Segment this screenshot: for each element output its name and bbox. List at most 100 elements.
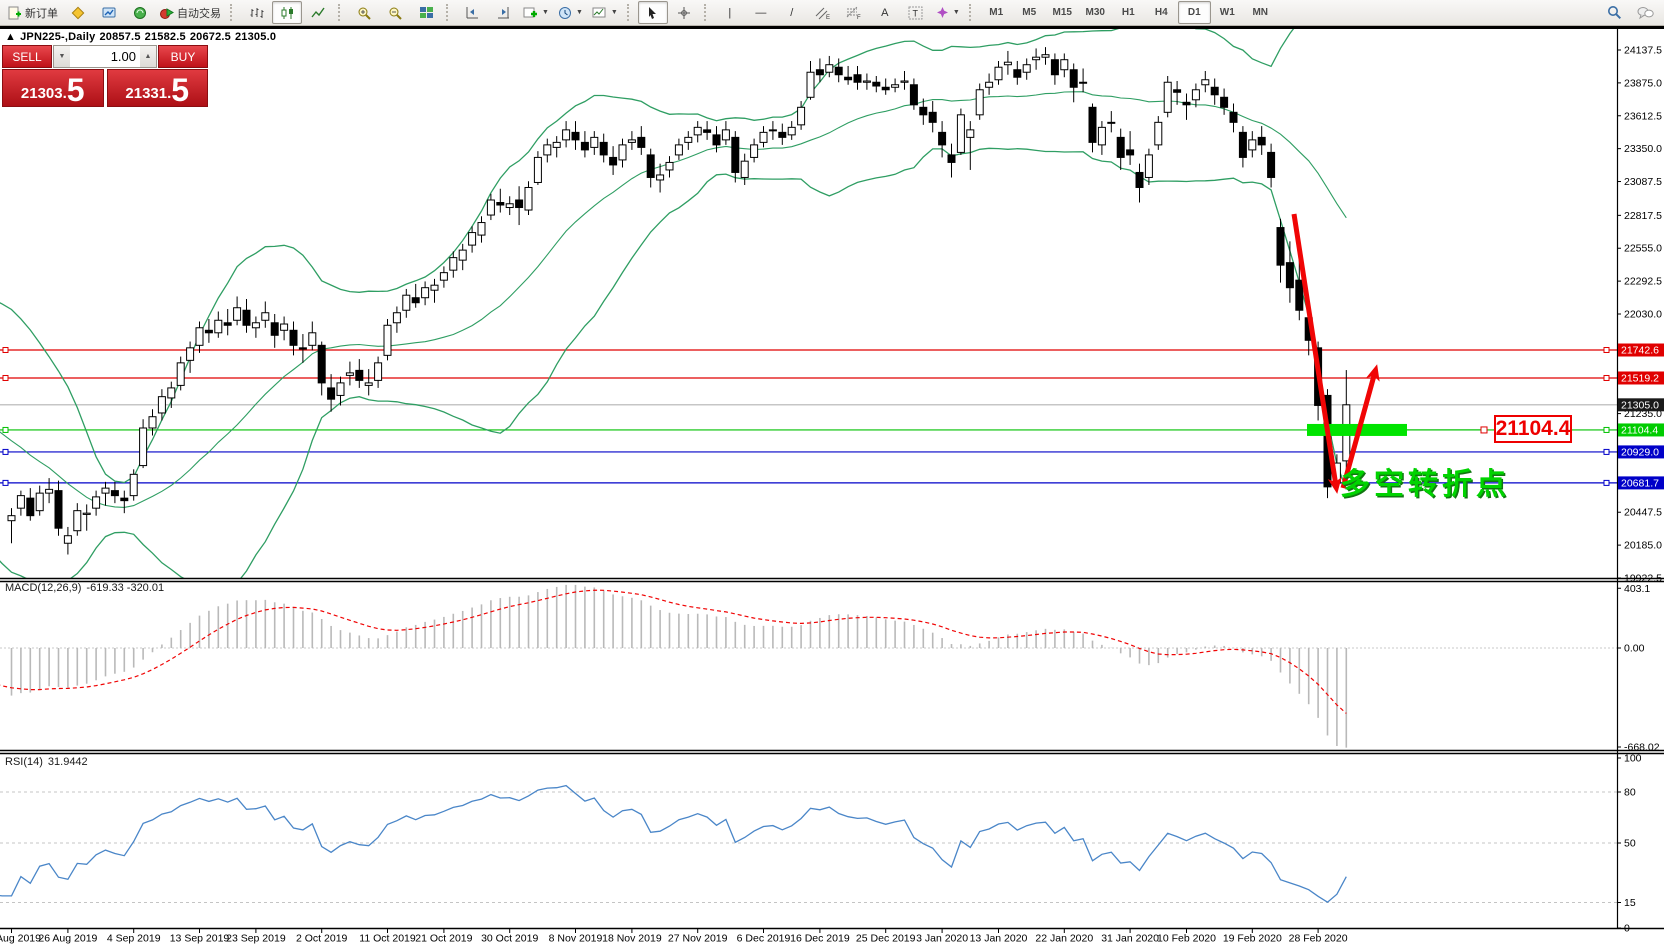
cursor-tool-button[interactable]: [637, 1, 668, 24]
svg-text:13 Sep 2019: 13 Sep 2019: [170, 933, 230, 944]
equidistant-channel-tool[interactable]: E: [808, 1, 838, 24]
rsi-value: 31.9442: [47, 756, 88, 768]
svg-text:18 Nov 2019: 18 Nov 2019: [602, 933, 662, 944]
arrows-tool[interactable]: ▼: [932, 1, 964, 24]
toolbar-separator: [0, 26, 1664, 29]
rsi-name: RSI(14): [5, 756, 43, 768]
volume-increase-button[interactable]: ▲: [140, 46, 156, 67]
bar-chart-icon: [250, 7, 263, 18]
ohlc-low: 20672.5: [189, 31, 231, 43]
crosshair-tool-button[interactable]: [669, 1, 699, 24]
dropdown-arrow-icon: ▼: [575, 9, 583, 16]
svg-text:19922.5: 19922.5: [1624, 573, 1662, 585]
tile-windows-button[interactable]: [411, 1, 441, 24]
price-chart-canvas[interactable]: 24137.5 23875.0 23612.5 23350.0 23087.5 22817…: [0, 28, 1664, 944]
auto-scroll-icon: [497, 6, 509, 18]
svg-text:3 Jan 2020: 3 Jan 2020: [916, 933, 968, 944]
svg-text:15: 15: [1624, 897, 1636, 909]
svg-text:26 Aug 2019: 26 Aug 2019: [38, 933, 97, 944]
autotrading-button[interactable]: 自动交易: [156, 1, 225, 24]
chat-button[interactable]: [1630, 1, 1660, 24]
svg-text:24137.5: 24137.5: [1624, 45, 1662, 57]
symbol-header: ▲ JPN225-,Daily 20857.5 21582.5 20672.5 21305…: [5, 31, 280, 43]
timeframe-h4[interactable]: H4: [1154, 7, 1168, 18]
toolbar-grip: [968, 4, 975, 21]
svg-text:80: 80: [1624, 787, 1636, 799]
svg-text:F: F: [857, 15, 861, 20]
sell-price-big-digit: 5: [66, 72, 85, 108]
auto-scroll-button[interactable]: [488, 1, 518, 24]
svg-text:31 Jan 2020: 31 Jan 2020: [1101, 933, 1159, 944]
autotrading-icon: [160, 7, 174, 19]
zoom-out-icon: [389, 7, 402, 20]
timeframe-m30[interactable]: M30: [1085, 7, 1105, 18]
timeframe-mn[interactable]: MN: [1252, 7, 1269, 18]
data-window-icon: [134, 6, 146, 19]
timeframe-m1[interactable]: M1: [989, 7, 1004, 18]
svg-text:E: E: [826, 15, 830, 20]
chart-shift-button[interactable]: [457, 1, 487, 24]
volume-stepper: ▼ 1.00 ▲: [53, 45, 157, 68]
svg-text:6 Dec 2019: 6 Dec 2019: [737, 933, 791, 944]
sell-price-button[interactable]: 21303. 5: [2, 69, 104, 107]
toolbar-grip: [338, 4, 344, 21]
tile-windows-icon: [419, 6, 433, 18]
bar-chart-button[interactable]: [241, 1, 271, 24]
svg-text:21305.0: 21305.0: [1621, 399, 1659, 411]
macd-name: MACD(12,26,9): [5, 582, 82, 594]
zoom-in-icon: [358, 7, 371, 20]
svg-text:23350.0: 23350.0: [1624, 143, 1662, 155]
text-tool[interactable]: A: [881, 6, 889, 19]
svg-text:22030.0: 22030.0: [1624, 309, 1662, 321]
svg-text:16 Aug 2019: 16 Aug 2019: [0, 933, 41, 944]
sell-button[interactable]: SELL: [2, 45, 52, 68]
timeframe-d1[interactable]: D1: [1177, 1, 1211, 24]
channel-icon: E: [815, 7, 830, 20]
new-order-button[interactable]: 新订单: [4, 1, 62, 24]
clock-icon: [558, 6, 571, 19]
svg-text:10 Feb 2020: 10 Feb 2020: [1157, 933, 1216, 944]
indicators-button[interactable]: ▼: [519, 1, 553, 24]
templates-button[interactable]: ▼: [588, 1, 622, 24]
sell-price-main: 21303.: [20, 85, 67, 102]
svg-text:20929.0: 20929.0: [1621, 446, 1659, 458]
cursor-icon: [649, 6, 657, 19]
collapse-marker-icon[interactable]: ▲: [5, 31, 17, 43]
zoom-out-button[interactable]: [380, 1, 410, 24]
autotrading-label: 自动交易: [177, 7, 221, 20]
search-button[interactable]: [1599, 1, 1629, 24]
zoom-in-button[interactable]: [349, 1, 379, 24]
timeframe-h1[interactable]: H1: [1121, 7, 1135, 18]
vertical-line-tool[interactable]: |: [728, 6, 732, 19]
svg-text:2 Oct 2019: 2 Oct 2019: [296, 933, 348, 944]
trendline-tool[interactable]: /: [790, 6, 794, 19]
data-window-button[interactable]: [125, 1, 155, 24]
one-click-trading-panel: SELL ▼ 1.00 ▲ BUY 21303. 5 21331. 5: [2, 45, 208, 107]
chart-shift-icon: [466, 6, 478, 18]
rsi-indicator-label: RSI(14) 31.9442: [5, 756, 88, 768]
buy-price-button[interactable]: 21331. 5: [106, 69, 208, 107]
macd-values: -619.33 -320.01: [86, 582, 165, 594]
dropdown-arrow-icon: ▼: [542, 9, 549, 16]
timeframe-m15[interactable]: M15: [1052, 7, 1072, 18]
candlestick-chart-button[interactable]: [272, 1, 302, 24]
support-level-price-label[interactable]: 21104.4: [1494, 415, 1572, 443]
svg-text:403.1: 403.1: [1624, 583, 1650, 595]
svg-text:25 Dec 2019: 25 Dec 2019: [856, 933, 916, 944]
fibonacci-tool[interactable]: F: [839, 1, 869, 24]
svg-text:0: 0: [1624, 923, 1630, 935]
timeframe-w1[interactable]: W1: [1219, 7, 1235, 18]
profiles-button[interactable]: [63, 1, 93, 24]
buy-button[interactable]: BUY: [158, 45, 208, 68]
volume-value[interactable]: 1.00: [110, 49, 136, 64]
svg-text:21742.6: 21742.6: [1621, 345, 1659, 357]
horizontal-line-tool[interactable]: —: [755, 6, 767, 19]
volume-decrease-button[interactable]: ▼: [54, 46, 70, 67]
toolbar-grip: [446, 4, 452, 21]
text-label-tool[interactable]: T: [901, 1, 931, 24]
line-chart-button[interactable]: [303, 1, 333, 24]
periods-button[interactable]: ▼: [554, 1, 587, 24]
new-order-icon: [8, 6, 21, 19]
market-watch-button[interactable]: [94, 1, 124, 24]
timeframe-m5[interactable]: M5: [1022, 7, 1037, 18]
